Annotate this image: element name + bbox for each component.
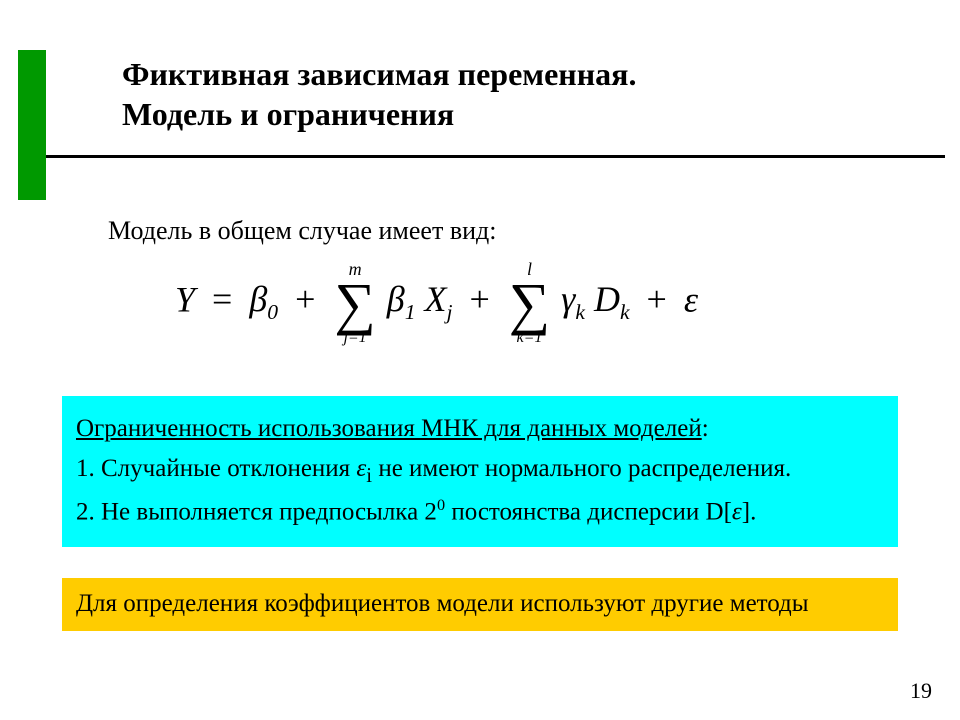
formula-gamma: γk xyxy=(561,279,585,319)
formula-D: Dk xyxy=(594,279,630,319)
note-text: Для определения коэффициентов модели исп… xyxy=(76,590,809,617)
formula-eps: ε xyxy=(684,279,698,319)
formula-eq: = xyxy=(204,279,240,319)
limitation-1: 1. Случайные отклонения εi не имеют норм… xyxy=(76,452,884,489)
slide-title: Фиктивная зависимая переменная. Модель и… xyxy=(122,54,636,134)
formula-plus-3: + xyxy=(639,279,675,319)
limitations-heading: Ограниченность использования МНК для дан… xyxy=(76,412,884,446)
formula-sum-1: m ∑ j=1 xyxy=(334,260,375,346)
title-line-2: Модель и ограничения xyxy=(122,94,636,134)
formula-sum-2: l ∑ k=1 xyxy=(509,260,550,346)
page-number: 19 xyxy=(910,678,932,704)
title-line-1: Фиктивная зависимая переменная. xyxy=(122,54,636,94)
limitations-box: Ограниченность использования МНК для дан… xyxy=(62,396,898,547)
formula-beta1: β1 xyxy=(387,279,416,319)
formula-plus-1: + xyxy=(287,279,323,319)
formula-plus-2: + xyxy=(461,279,497,319)
divider-line xyxy=(45,155,945,158)
slide: Фиктивная зависимая переменная. Модель и… xyxy=(0,0,960,720)
intro-text: Модель в общем случае имеет вид: xyxy=(108,216,496,246)
accent-block xyxy=(18,50,46,200)
formula-X: Xj xyxy=(424,279,452,319)
limitation-2: 2. Не выполняется предпосылка 20 постоян… xyxy=(76,495,884,529)
formula-beta0: β0 xyxy=(249,279,278,319)
model-formula: Y = β0 + m ∑ j=1 β1 Xj + l ∑ k=1 γk Dk +… xyxy=(175,260,698,346)
note-box: Для определения коэффициентов модели исп… xyxy=(62,578,898,631)
formula-Y: Y xyxy=(175,279,195,319)
